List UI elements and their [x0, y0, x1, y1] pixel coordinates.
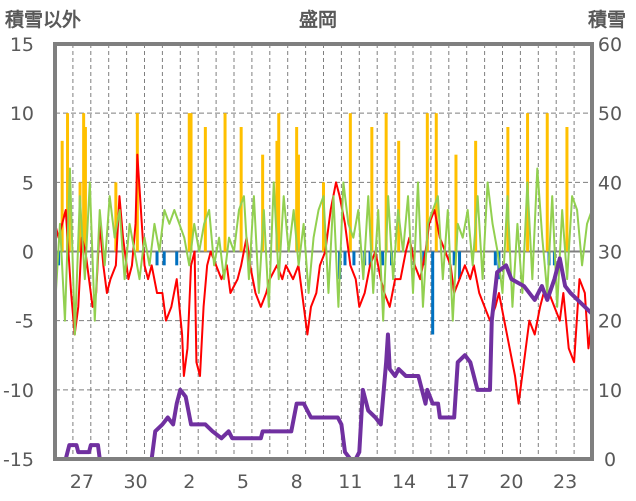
orange-bar	[545, 113, 549, 252]
chart-title: 盛岡	[299, 8, 337, 31]
right-axis-title: 積雪	[588, 8, 626, 31]
x-tick-label: 23	[553, 471, 577, 493]
orange-bar	[434, 113, 438, 252]
orange-bar	[296, 154, 300, 252]
blue-bar	[368, 251, 372, 266]
blue-bar	[452, 251, 456, 266]
orange-bar	[66, 113, 70, 252]
blue-bar	[343, 251, 347, 266]
orange-bar	[114, 182, 118, 252]
orange-bar	[425, 113, 429, 252]
orange-bar	[187, 113, 191, 252]
blue-bar	[162, 251, 166, 266]
left-tick-label: 5	[22, 172, 34, 194]
orange-bar	[397, 140, 401, 252]
blue-bar	[458, 251, 462, 280]
orange-bar	[239, 127, 243, 252]
orange-bar	[384, 113, 388, 252]
x-tick-label: 17	[446, 471, 470, 493]
left-tick-label: -5	[15, 311, 34, 333]
x-tick-label: 2	[183, 471, 195, 493]
orange-bar	[454, 154, 458, 252]
lines	[54, 153, 594, 461]
orange-bar	[275, 140, 279, 252]
orange-bar	[189, 113, 193, 252]
x-tick-label: 5	[237, 471, 249, 493]
orange-bar	[82, 113, 86, 252]
orange-bar	[261, 154, 265, 252]
blue-bar	[352, 251, 356, 266]
orange-bar	[474, 140, 478, 252]
x-axis-ticks: 27 30 2 5 8 11 14 17 20 23	[70, 471, 577, 493]
orange-bar	[203, 127, 207, 252]
orange-bar	[223, 113, 227, 252]
x-tick-label: 11	[338, 471, 362, 493]
plot-border	[53, 42, 594, 461]
blue-bar	[155, 251, 159, 266]
x-tick-label: 8	[291, 471, 303, 493]
orange-bar	[506, 127, 510, 252]
x-tick-label: 20	[499, 471, 523, 493]
right-tick-label: 20	[598, 311, 622, 333]
orange-bar	[370, 127, 374, 252]
orange-bar	[348, 113, 352, 252]
blue-bar	[493, 251, 497, 266]
right-tick-label: 10	[598, 380, 622, 402]
green-series-line	[54, 167, 593, 336]
left-tick-label: 10	[10, 103, 34, 125]
left-tick-label: 0	[22, 242, 34, 264]
purple-series-line	[55, 256, 594, 461]
orange-bar	[277, 113, 281, 252]
x-tick-label: 27	[70, 471, 94, 493]
right-tick-label: 40	[598, 172, 622, 194]
right-tick-label: 30	[598, 242, 622, 264]
right-tick-label: 60	[598, 34, 622, 56]
right-axis-ticks: 60 50 40 30 20 10 0	[598, 34, 622, 471]
blue-bar	[381, 251, 385, 266]
orange-bar	[60, 140, 64, 252]
orange-bar	[83, 127, 87, 252]
left-tick-label: 15	[10, 34, 34, 56]
left-axis-title: 積雪以外	[5, 8, 81, 31]
left-tick-label: -10	[3, 380, 34, 402]
x-tick-label: 14	[392, 471, 416, 493]
orange-bar	[295, 127, 299, 252]
x-tick-label: 30	[123, 471, 147, 493]
left-tick-label: -15	[3, 449, 34, 471]
left-axis-ticks: 15 10 5 0 -5 -10 -15	[3, 34, 34, 471]
blue-bar	[431, 251, 435, 335]
orange-bar	[565, 127, 569, 252]
right-tick-label: 50	[598, 103, 622, 125]
blue-bar	[175, 251, 179, 266]
red-series-line	[54, 153, 593, 405]
right-tick-label: 0	[604, 449, 616, 471]
orange-bar	[322, 182, 325, 252]
